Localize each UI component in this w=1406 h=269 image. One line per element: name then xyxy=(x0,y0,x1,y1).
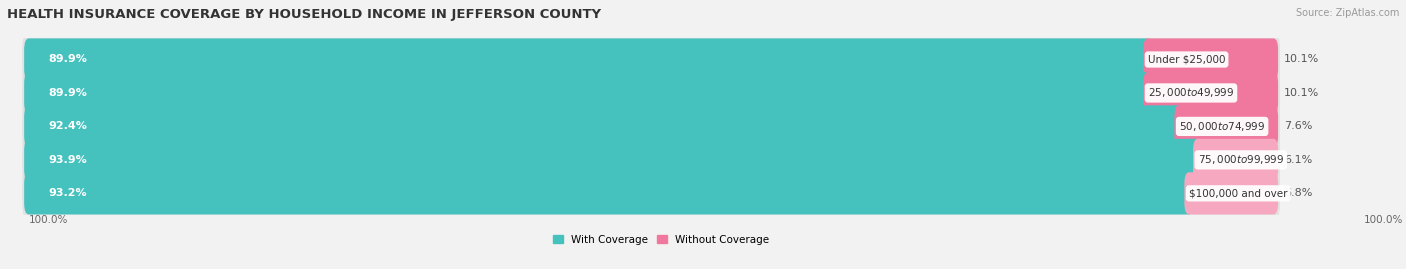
Text: HEALTH INSURANCE COVERAGE BY HOUSEHOLD INCOME IN JEFFERSON COUNTY: HEALTH INSURANCE COVERAGE BY HOUSEHOLD I… xyxy=(7,8,602,21)
Text: 89.9%: 89.9% xyxy=(48,88,87,98)
FancyBboxPatch shape xyxy=(24,72,1153,114)
FancyBboxPatch shape xyxy=(22,32,1279,87)
FancyBboxPatch shape xyxy=(1184,172,1278,214)
FancyBboxPatch shape xyxy=(24,105,1184,147)
Text: 100.0%: 100.0% xyxy=(28,215,67,225)
Text: 10.1%: 10.1% xyxy=(1284,88,1319,98)
FancyBboxPatch shape xyxy=(1194,139,1278,181)
Text: 100.0%: 100.0% xyxy=(1364,215,1403,225)
FancyBboxPatch shape xyxy=(1143,72,1278,114)
FancyBboxPatch shape xyxy=(1143,38,1278,81)
FancyBboxPatch shape xyxy=(22,166,1279,221)
Text: 6.8%: 6.8% xyxy=(1284,188,1312,198)
Text: $50,000 to $74,999: $50,000 to $74,999 xyxy=(1180,120,1265,133)
Text: 92.4%: 92.4% xyxy=(48,121,87,132)
Text: 6.1%: 6.1% xyxy=(1284,155,1312,165)
Text: 93.9%: 93.9% xyxy=(48,155,87,165)
FancyBboxPatch shape xyxy=(1174,105,1278,147)
FancyBboxPatch shape xyxy=(24,139,1202,181)
FancyBboxPatch shape xyxy=(22,133,1279,187)
Text: 93.2%: 93.2% xyxy=(48,188,87,198)
FancyBboxPatch shape xyxy=(24,172,1194,214)
FancyBboxPatch shape xyxy=(22,99,1279,154)
Text: 89.9%: 89.9% xyxy=(48,55,87,65)
Text: $100,000 and over: $100,000 and over xyxy=(1189,188,1288,198)
FancyBboxPatch shape xyxy=(22,66,1279,120)
Legend: With Coverage, Without Coverage: With Coverage, Without Coverage xyxy=(548,231,773,249)
FancyBboxPatch shape xyxy=(24,38,1153,81)
Text: 7.6%: 7.6% xyxy=(1284,121,1312,132)
Text: Under $25,000: Under $25,000 xyxy=(1147,55,1225,65)
Text: 10.1%: 10.1% xyxy=(1284,55,1319,65)
Text: $75,000 to $99,999: $75,000 to $99,999 xyxy=(1198,153,1284,167)
Text: Source: ZipAtlas.com: Source: ZipAtlas.com xyxy=(1295,8,1399,18)
Text: $25,000 to $49,999: $25,000 to $49,999 xyxy=(1147,86,1234,100)
